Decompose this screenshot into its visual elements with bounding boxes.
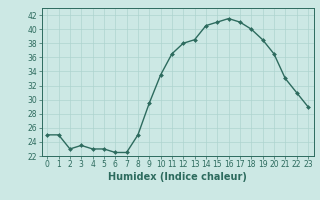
X-axis label: Humidex (Indice chaleur): Humidex (Indice chaleur) [108,172,247,182]
